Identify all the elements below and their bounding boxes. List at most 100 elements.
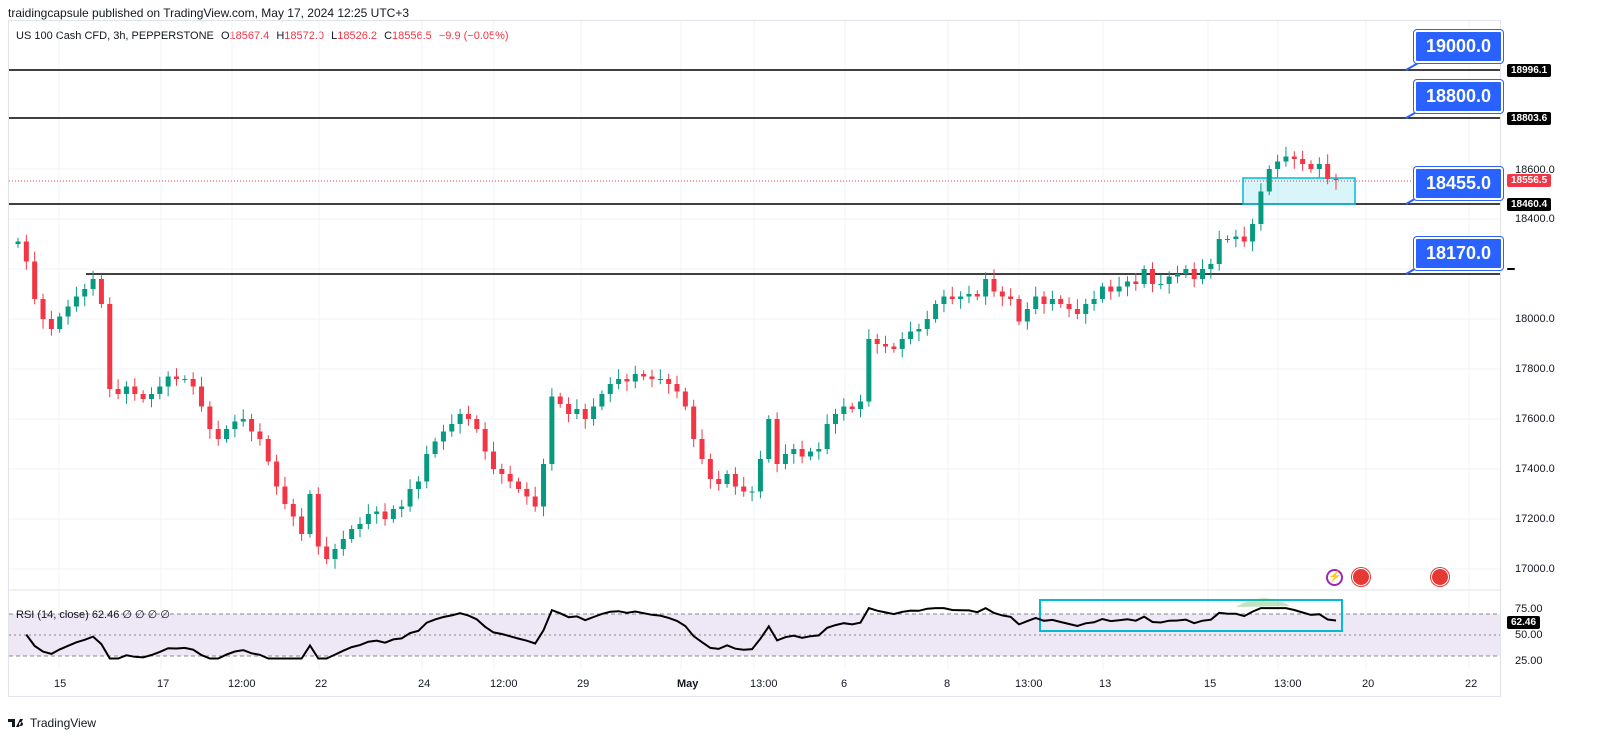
rsi-legend: RSI (14, close) 62.46 ∅ ∅ ∅ ∅ xyxy=(16,608,170,621)
candle-body xyxy=(1141,269,1147,284)
change-value: −9.9 (−0.05%) xyxy=(438,30,509,42)
candle-body xyxy=(999,291,1005,297)
candle-body xyxy=(1183,269,1189,274)
candle-body xyxy=(616,379,622,384)
rsi-label[interactable]: RSI (14, close) xyxy=(16,609,89,621)
candle-body xyxy=(582,409,588,419)
price-tick: 18400.0 xyxy=(1515,213,1555,225)
candle-body xyxy=(599,394,605,407)
rsi-tick: 25.00 xyxy=(1515,655,1543,667)
candle-body xyxy=(332,549,338,559)
lightning-icon[interactable]: ⚡ xyxy=(1326,569,1343,586)
candle-body xyxy=(274,461,280,487)
candle-body xyxy=(382,511,388,519)
candle-body xyxy=(173,376,179,379)
candle-body xyxy=(265,439,271,462)
candle-body xyxy=(107,304,113,389)
candle-body xyxy=(899,339,905,349)
candle-body xyxy=(732,474,738,487)
candle-body xyxy=(257,431,263,439)
candle-body xyxy=(182,379,188,380)
callout-18170[interactable]: 18170.0 xyxy=(1414,237,1504,270)
candle-body xyxy=(457,414,463,424)
rsi-tick: 75.00 xyxy=(1515,603,1543,615)
candles xyxy=(15,146,1339,569)
candle-body xyxy=(440,431,446,442)
price-tick: 17800.0 xyxy=(1515,363,1555,375)
candle-body xyxy=(707,459,713,479)
candle-body xyxy=(165,376,171,387)
time-tick: 6 xyxy=(841,678,848,690)
candle-body xyxy=(858,401,864,409)
candle-body xyxy=(315,494,321,547)
callout-18800[interactable]: 18800.0 xyxy=(1414,80,1504,113)
candle-body xyxy=(399,506,405,509)
high-label: H xyxy=(276,30,285,42)
candle-body xyxy=(799,449,805,457)
candle-body xyxy=(566,404,572,414)
candle-body xyxy=(140,394,146,399)
candle-body xyxy=(1216,239,1222,264)
candle-body xyxy=(1149,269,1155,284)
candle-body xyxy=(474,419,480,429)
zones xyxy=(1039,177,1356,632)
candle-body xyxy=(1175,274,1181,277)
candle-body xyxy=(574,409,580,414)
time-tick: 8 xyxy=(944,678,951,690)
candle-body xyxy=(1241,236,1247,242)
candle-body xyxy=(432,441,438,454)
candle-body xyxy=(649,376,655,379)
chart-frame[interactable] xyxy=(8,20,1501,697)
candle-body xyxy=(724,474,730,484)
candle-body xyxy=(1158,284,1164,285)
us-flag-icon[interactable] xyxy=(1352,568,1370,586)
time-tick: 13:00 xyxy=(750,678,778,690)
candle-body xyxy=(1275,161,1281,169)
candle-body xyxy=(299,516,305,534)
callout-leader xyxy=(1405,61,1421,71)
time-tick: 15 xyxy=(54,678,67,690)
candle-body xyxy=(224,429,230,439)
symbol-name[interactable]: US 100 Cash CFD, 3h, PEPPERSTONE xyxy=(16,30,214,42)
candle-body xyxy=(866,339,872,402)
candle-body xyxy=(374,511,380,514)
candle-body xyxy=(849,406,855,409)
us-flag-icon[interactable] xyxy=(1431,568,1449,586)
candle-body xyxy=(407,489,413,507)
candle-body xyxy=(73,296,79,307)
candle-body xyxy=(132,386,138,394)
candle-body xyxy=(48,319,54,329)
candle-body xyxy=(908,331,914,339)
candle-body xyxy=(741,486,747,492)
candle-body xyxy=(1041,296,1047,304)
candle-body xyxy=(1316,164,1322,169)
open-value: 18567.4 xyxy=(229,30,270,42)
candle-body xyxy=(974,294,980,297)
time-tick: May xyxy=(677,678,699,690)
candle-body xyxy=(699,439,705,459)
price-tick: 17600.0 xyxy=(1515,413,1555,425)
close-label: C xyxy=(384,30,393,42)
candle-body xyxy=(1191,269,1197,279)
candle-body xyxy=(657,379,663,380)
candle-body xyxy=(57,316,63,329)
candle-body xyxy=(307,494,313,534)
candle-body xyxy=(32,261,38,299)
candle-body xyxy=(340,539,346,549)
callout-19000[interactable]: 19000.0 xyxy=(1414,30,1504,63)
candle-body xyxy=(1049,299,1055,304)
candle-body xyxy=(757,459,763,492)
candle-body xyxy=(1325,164,1331,179)
callout-18455[interactable]: 18455.0 xyxy=(1414,167,1504,200)
rsi-current-tag: 62.46 xyxy=(1507,616,1541,629)
candle-body xyxy=(924,319,930,329)
low-label: L xyxy=(331,30,338,42)
high-value: 18572.0 xyxy=(284,30,325,42)
time-tick: 20 xyxy=(1362,678,1375,690)
candle-body xyxy=(1099,286,1105,299)
price-tick: 18600.0 xyxy=(1515,164,1555,176)
candle-body xyxy=(15,241,21,244)
candle-body xyxy=(1116,286,1122,292)
candle-body xyxy=(1291,156,1297,159)
